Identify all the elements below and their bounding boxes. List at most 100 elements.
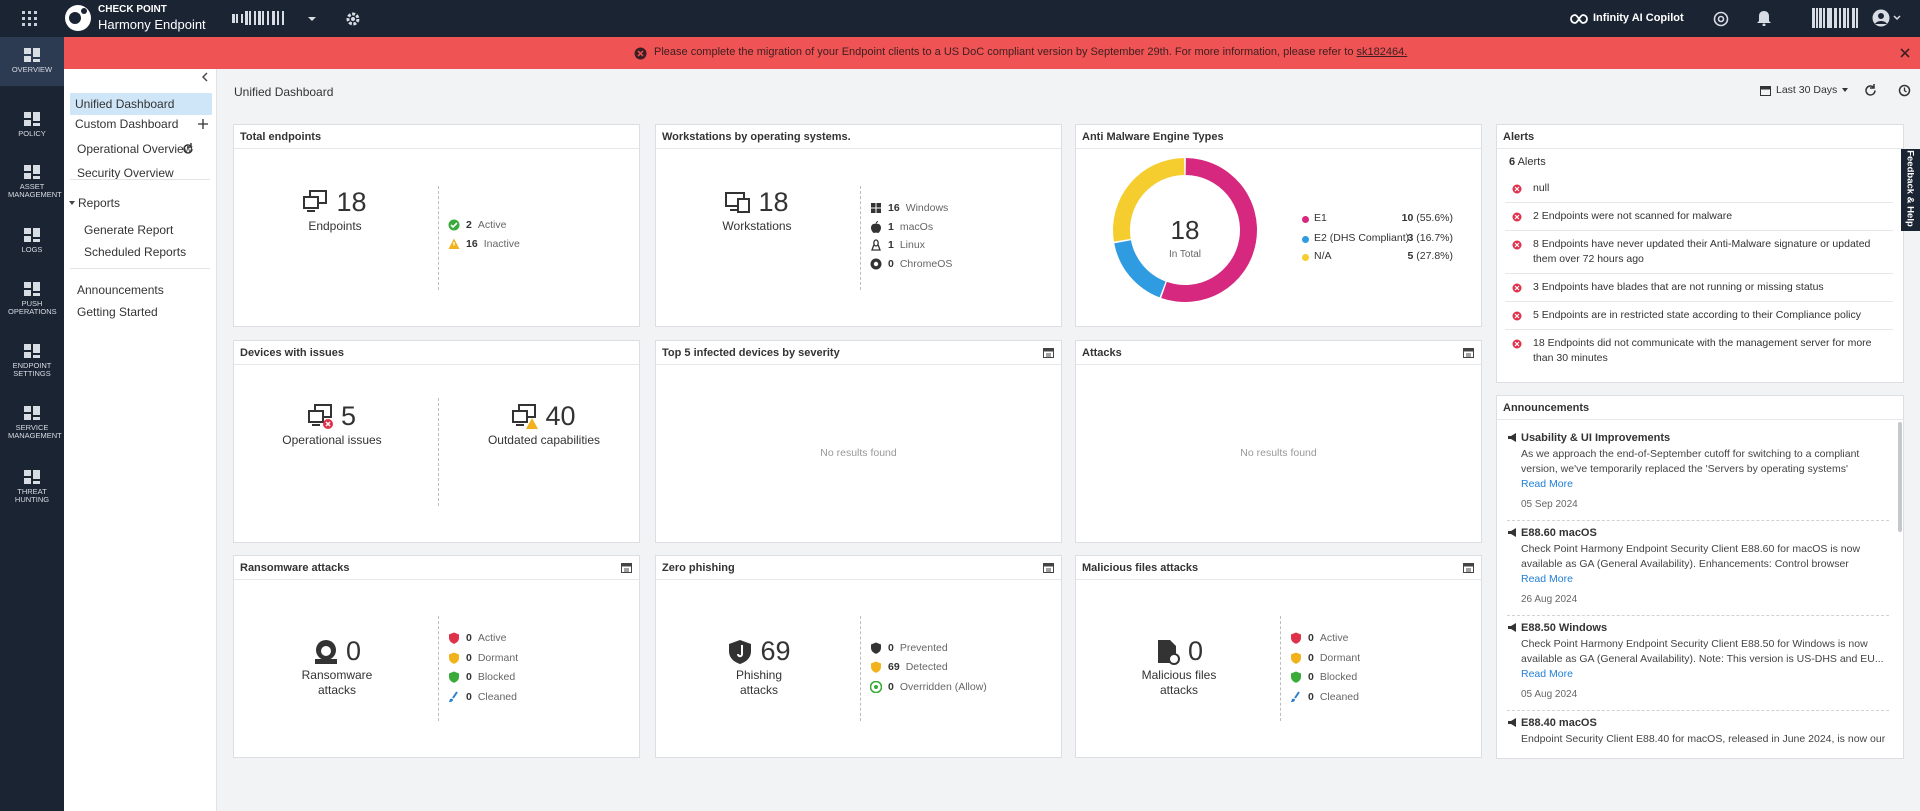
top-bar: CHECK POINT Harmony Endpoint Infinity AI C… (0, 0, 1920, 37)
announcement: E88.50 Windows Check Point Harmony Endpoi… (1507, 615, 1889, 710)
alert-icon (1512, 339, 1522, 349)
announcement-title: Usability & UI Improvements (1521, 432, 1671, 444)
stat: 18 (235, 187, 435, 218)
legend-label: N/A (1314, 250, 1332, 262)
breakdown-label: Active (477, 632, 507, 644)
date-range[interactable]: Last 30 Days (1760, 84, 1849, 96)
breakdown-count: 2 (466, 219, 472, 231)
nav-divider (70, 179, 210, 180)
stat-count: 18 (758, 187, 789, 217)
banner-link[interactable]: sk182464. (1356, 46, 1408, 58)
sidebar-label: ENDPOINT SETTINGS (12, 361, 52, 378)
nav-divider (70, 268, 210, 269)
alerts-number: 6 (1509, 156, 1516, 168)
widget-title: Top 5 infected devices by severity (656, 341, 1061, 365)
alert-text: 3 Endpoints have blades that are not run… (1533, 281, 1824, 293)
widget-title: Announcements (1497, 396, 1903, 420)
stat-icon (725, 191, 751, 213)
alert-item[interactable]: 8 Endpoints have never updated their Ant… (1505, 230, 1893, 273)
widget: Anti Malware Engine Types 18 In Total E1 10 … (1075, 124, 1482, 327)
sidebar-item[interactable]: POLICY (0, 101, 64, 153)
sidebar-item[interactable]: LOGS (0, 217, 64, 269)
sidebar-icon (24, 406, 40, 420)
widget-calendar (1043, 348, 1054, 358)
announcement-title: E88.40 macOS (1521, 717, 1597, 729)
breakdown-row: 1 Linux (870, 239, 925, 251)
nav-item[interactable]: Custom Dashboard (70, 113, 212, 135)
alert-item[interactable]: 2 Endpoints were not scanned for malware (1505, 202, 1893, 230)
stat-label: Ransomware attacks (301, 668, 373, 697)
sidebar-icon (24, 112, 40, 126)
sidebar-item[interactable]: SERVICE MANAGEMENT (0, 395, 64, 447)
apps-icon (22, 11, 37, 26)
read-more[interactable]: Read More (1521, 668, 1573, 680)
nav-section[interactable]: Reports (78, 196, 121, 210)
breakdown-row: 0 Dormant (1290, 652, 1360, 664)
widget-calendar (621, 563, 632, 573)
breakdown-row: 0 Blocked (448, 671, 515, 683)
stat-label: Operational issues (282, 433, 382, 447)
legend-value: 10 (55.6%) (1376, 212, 1453, 224)
widget: Alerts 6 Alerts null 2 Endpoints were not s… (1496, 124, 1904, 383)
sidebar-item[interactable]: PUSH OPERATIONS (0, 271, 64, 323)
alert-icon (1512, 283, 1522, 293)
add-dashboard (198, 119, 208, 129)
calendar-icon (1760, 86, 1771, 96)
nav-item[interactable]: Operational Overview (77, 142, 193, 156)
stat: 5 (232, 401, 432, 432)
announcement: Usability & UI Improvements As we approac… (1507, 426, 1889, 520)
sidebar-item[interactable]: THREAT HUNTING (0, 459, 64, 511)
breakdown-count: 69 (888, 661, 900, 673)
announcement-date: 05 Aug 2024 (1521, 689, 1578, 700)
sidebar-label: OVERVIEW (11, 65, 53, 74)
sidebar-item[interactable]: OVERVIEW (0, 37, 64, 86)
logo (65, 5, 91, 31)
copilot-button[interactable]: Infinity AI Copilot (1593, 12, 1684, 24)
sidebar-label: LOGS (21, 245, 43, 254)
breakdown-row: 0 Blocked (1290, 671, 1357, 683)
stat-count: 5 (340, 401, 357, 431)
alert-item[interactable]: null (1505, 175, 1893, 202)
stat-label: Workstations (722, 219, 792, 233)
empty-state: No results found (820, 447, 897, 459)
breakdown-count: 1 (888, 221, 894, 233)
legend-value: 3 (16.7%) (1376, 232, 1453, 244)
migration-banner: Please complete the migration of your En… (64, 37, 1920, 69)
nav-item[interactable]: Getting Started (77, 305, 158, 319)
legend-count: 3 (1407, 232, 1414, 244)
brand: CHECK POINT (98, 4, 167, 15)
nav-item[interactable]: Unified Dashboard (70, 93, 212, 115)
alert-item[interactable]: 18 Endpoints did not communicate with th… (1505, 329, 1893, 372)
sidebar-item[interactable]: ENDPOINT SETTINGS (0, 333, 64, 385)
breakdown-row: 0 Prevented (870, 642, 948, 654)
alert-text: 2 Endpoints were not scanned for malware (1533, 210, 1733, 222)
alert-item[interactable]: 3 Endpoints have blades that are not run… (1505, 273, 1893, 301)
announcement-icon (1508, 718, 1516, 727)
breakdown-label: macOs (899, 221, 934, 233)
breakdown-count: 0 (466, 691, 472, 703)
alert-item[interactable]: 5 Endpoints are in restricted state acco… (1505, 301, 1893, 329)
widget: Total endpoints 18 Endpoints 2 Active 16 Inact… (233, 124, 640, 327)
nav-sub-item[interactable]: Generate Report (84, 223, 174, 237)
nav-item[interactable]: Security Overview (77, 166, 174, 180)
announcement-date: 05 Sep 2024 (1521, 499, 1578, 510)
nav-sub-item[interactable]: Scheduled Reports (84, 245, 187, 259)
read-more[interactable]: Read More (1521, 478, 1573, 490)
widget-calendar (1043, 563, 1054, 573)
breakdown-row: 2 Active (448, 219, 506, 231)
donut-chart (1113, 158, 1257, 302)
alerts-label: Alerts (1517, 156, 1546, 168)
donut-total-label: In Total (1168, 249, 1202, 260)
read-more[interactable]: Read More (1521, 573, 1573, 585)
breakdown-count: 0 (1308, 652, 1314, 664)
nav-item[interactable]: Announcements (77, 283, 164, 297)
alert-icon (1512, 311, 1522, 321)
breakdown-icon (1291, 671, 1301, 683)
banner-close (1900, 48, 1910, 58)
sidebar-icon (24, 165, 40, 179)
user-id (1812, 8, 1858, 28)
legend-value: 5 (27.8%) (1376, 250, 1453, 262)
copilot-icon (1570, 14, 1588, 24)
sidebar-item[interactable]: ASSET MANAGEMENT (0, 154, 64, 206)
feedback-tab[interactable]: Feedback & Help (1901, 149, 1920, 231)
